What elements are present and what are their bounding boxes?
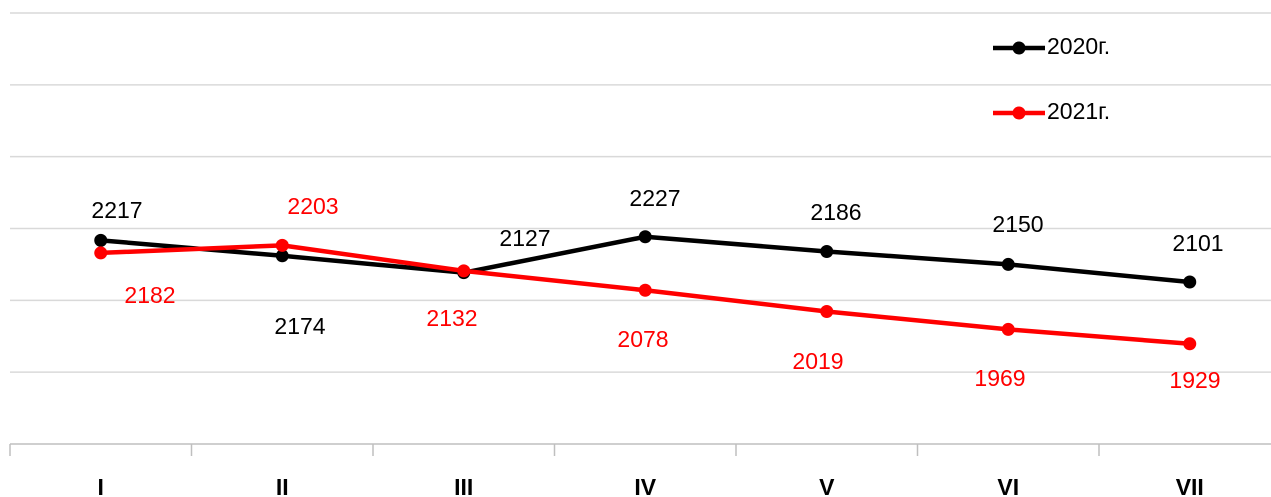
- data-label: 2101: [1172, 230, 1223, 256]
- x-tick-label: V: [819, 474, 835, 497]
- point: [1001, 257, 1015, 271]
- point: [1183, 275, 1197, 289]
- point: [94, 246, 108, 260]
- legend-label: 2021г.: [1047, 98, 1110, 124]
- x-tick-label: IV: [634, 474, 656, 497]
- data-label: 2174: [274, 313, 325, 339]
- x-tick-label: VI: [997, 474, 1019, 497]
- data-label: 2182: [124, 282, 175, 308]
- data-label: 1929: [1169, 367, 1220, 393]
- x-tick-label: I: [98, 474, 104, 497]
- data-label: 2127: [499, 225, 550, 251]
- point: [820, 304, 834, 318]
- legend-marker: [1012, 106, 1026, 120]
- point: [1183, 337, 1197, 351]
- point: [638, 230, 652, 244]
- x-tick-label: II: [276, 474, 289, 497]
- data-label: 2078: [617, 326, 668, 352]
- legend-label: 2020г.: [1047, 33, 1110, 59]
- data-label: 2019: [792, 348, 843, 374]
- point: [457, 264, 471, 278]
- x-tick-label: VII: [1176, 474, 1204, 497]
- data-label: 2227: [629, 185, 680, 211]
- point: [275, 249, 289, 263]
- x-tick-label: III: [454, 474, 473, 497]
- point: [820, 244, 834, 258]
- series-line: [100, 234, 1190, 285]
- data-label: 2150: [992, 211, 1043, 237]
- data-label: 1969: [974, 365, 1025, 391]
- point: [94, 233, 108, 247]
- data-label: 2203: [287, 193, 338, 219]
- data-label: 2217: [91, 197, 142, 223]
- data-label: 2132: [426, 305, 477, 331]
- legend-marker: [1012, 41, 1026, 55]
- point: [638, 283, 652, 297]
- point: [1001, 322, 1015, 336]
- data-label: 2186: [810, 199, 861, 225]
- point: [275, 238, 289, 252]
